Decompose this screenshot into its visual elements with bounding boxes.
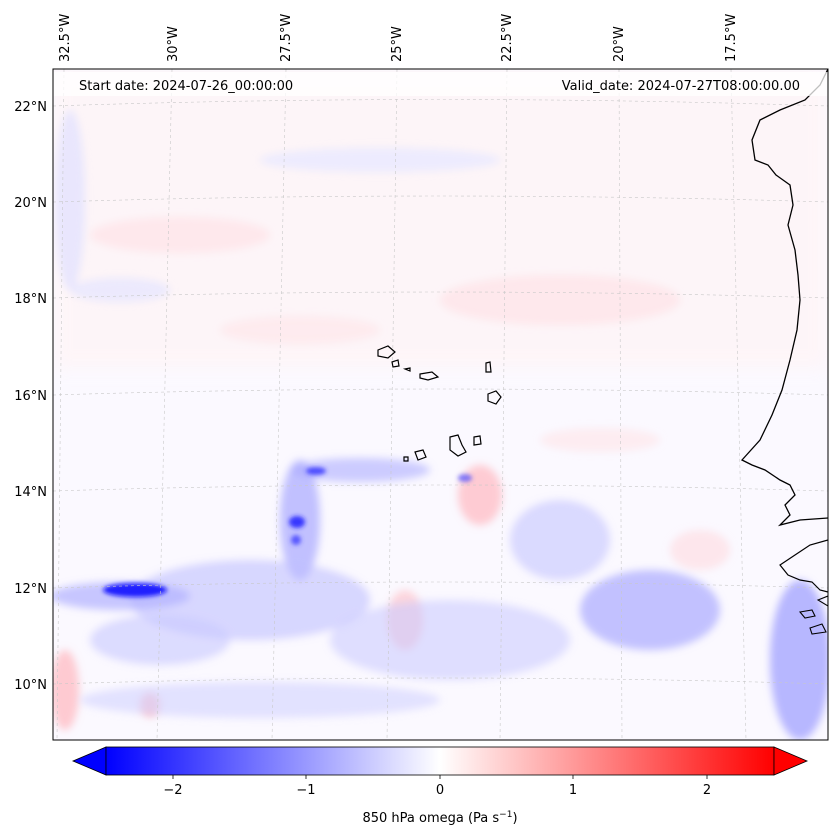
lat-label: 18°N <box>14 292 47 307</box>
longitude-labels: 32.5°W 30°W 27.5°W 25°W 22.5°W 20°W 17.5… <box>58 14 739 62</box>
colorbar-gradient <box>105 746 775 776</box>
bijagos-islands <box>798 595 828 635</box>
omega-upward-patches <box>53 110 828 740</box>
lon-label: 20°W <box>612 26 627 62</box>
graticule <box>53 69 828 740</box>
omega-field <box>53 69 828 740</box>
cape-verde-islands <box>377 345 502 462</box>
lon-label: 30°W <box>166 26 181 62</box>
latitude-labels: 22°N 20°N 18°N 16°N 14°N 12°N 10°N <box>14 100 47 693</box>
lat-label: 22°N <box>14 100 47 115</box>
start-date-label: Start date: 2024-07-26_00:00:00 <box>79 79 293 94</box>
colorbar-max-extend <box>773 746 809 776</box>
omega-strong-upward-cores <box>103 467 472 597</box>
lon-label: 32.5°W <box>58 14 73 62</box>
lat-label: 12°N <box>14 582 47 597</box>
africa-coastline <box>740 69 828 527</box>
lon-label: 17.5°W <box>724 14 739 62</box>
colorbar-min-extend <box>71 746 107 776</box>
colorbar-tick: 1 <box>569 783 577 798</box>
colorbar-tick: 0 <box>436 783 444 798</box>
lat-label: 20°N <box>14 196 47 211</box>
colorbar-label: 850 hPa omega (Pa s−1) <box>362 810 517 826</box>
valid-date-label: Valid_date: 2024-07-27T08:00:00.00 <box>562 79 800 94</box>
guinea-bissau-coast <box>779 539 828 593</box>
colorbar: −2 −1 0 1 2 850 hPa omega (Pa s−1) <box>71 746 809 826</box>
colorbar-tick: 2 <box>703 783 711 798</box>
lon-label: 25°W <box>390 26 405 62</box>
lon-label: 22.5°W <box>500 14 515 62</box>
lon-label: 27.5°W <box>279 14 294 62</box>
colorbar-tick: −1 <box>296 783 315 798</box>
lat-label: 10°N <box>14 678 47 693</box>
colorbar-tick: −2 <box>163 783 182 798</box>
lat-label: 14°N <box>14 485 47 500</box>
header-backdrop <box>53 72 828 96</box>
lat-label: 16°N <box>14 389 47 404</box>
map-frame <box>52 68 829 741</box>
